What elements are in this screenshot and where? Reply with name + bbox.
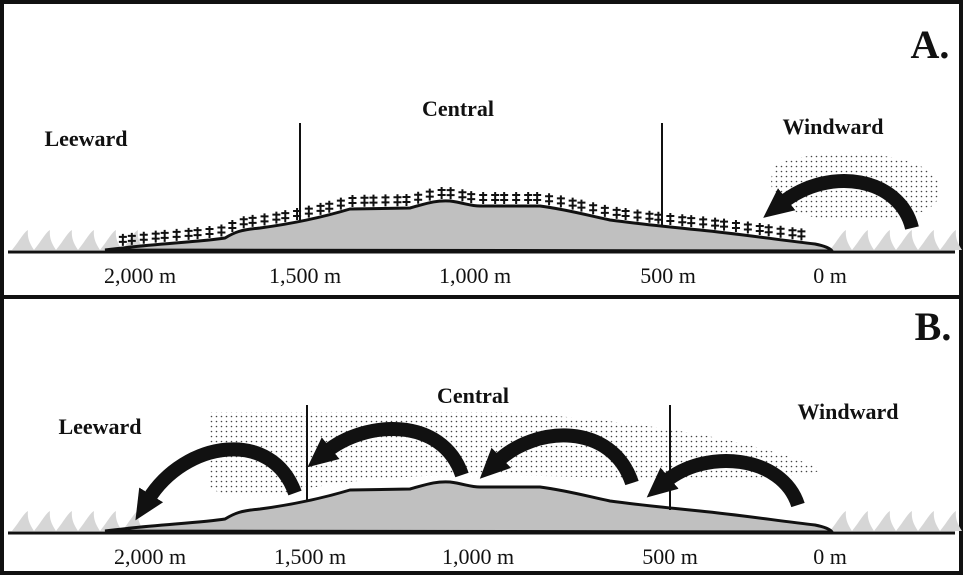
scale-label: 1,000 m [442,544,514,569]
scale-label: 500 m [640,263,696,288]
tree [500,192,509,204]
panel-b: B. Leeward Central Windward 2,000 m 1,50… [8,304,962,569]
scale-label: 1,000 m [439,263,511,288]
tree [381,194,390,207]
tree [524,192,533,204]
tree [184,227,193,240]
scale-label: 0 m [813,544,847,569]
tree [446,187,455,200]
tree [118,233,127,246]
vegetation [118,186,806,246]
tree [425,188,434,201]
tree [731,220,740,233]
tree [568,197,577,210]
tree [193,227,202,240]
wind-arrow [646,454,805,508]
zone-label: Windward [782,114,883,139]
tree [764,224,773,237]
tree [151,230,160,243]
tree [228,219,237,232]
tree [633,209,642,222]
tree [316,202,325,215]
tree [217,224,226,237]
wind-arrow [479,428,639,486]
tree [797,228,806,241]
zone-label: Central [422,96,494,121]
tree [479,192,488,204]
tree [711,217,720,230]
tree [281,210,290,223]
tree [205,225,214,238]
tree [172,228,181,241]
wind-arrow [307,422,469,478]
tree [139,231,148,244]
tree [755,223,764,236]
tree [272,211,281,224]
tree [414,191,423,204]
tree [336,197,345,210]
zone-label: Leeward [58,414,141,439]
scale-label: 0 m [813,263,847,288]
tree [348,194,357,207]
wind-arrow [763,174,919,231]
tree [304,205,313,218]
tree [260,213,269,226]
tree [600,204,609,217]
panel-label: B. [915,304,952,349]
scale-label: 1,500 m [274,544,346,569]
tree [577,199,586,212]
tree [458,189,467,202]
tree [437,186,446,199]
zone-label: Leeward [44,126,127,151]
tree [533,192,542,204]
panel-a: A. Leeward Central Windward 2,000 m 1,50… [8,22,962,288]
tree [589,202,598,215]
scale-label: 2,000 m [104,263,176,288]
tree [127,232,136,245]
tree [788,227,797,240]
tree [612,206,621,219]
tree [360,194,369,207]
tree [402,194,411,207]
tree [666,213,675,226]
zone-label: Central [437,383,509,408]
tree [621,208,630,221]
tree [239,216,248,229]
tree [369,194,378,207]
zone-label: Windward [797,399,898,424]
tree [645,210,654,223]
tree [512,192,521,204]
panel-label: A. [911,22,950,67]
scale-label: 2,000 m [114,544,186,569]
tree [556,195,565,208]
tree [687,215,696,228]
tree [678,214,687,227]
tree [545,193,554,206]
tree [325,200,334,213]
tree [160,229,169,242]
scale-label: 1,500 m [269,263,341,288]
tree [393,194,402,207]
tree [743,221,752,234]
tree [699,216,708,229]
tree [720,218,729,231]
tree [491,192,500,204]
scale-label: 500 m [642,544,698,569]
tree [467,191,476,204]
tree [248,214,257,227]
wind-arrow [135,442,302,521]
tree [776,225,785,238]
